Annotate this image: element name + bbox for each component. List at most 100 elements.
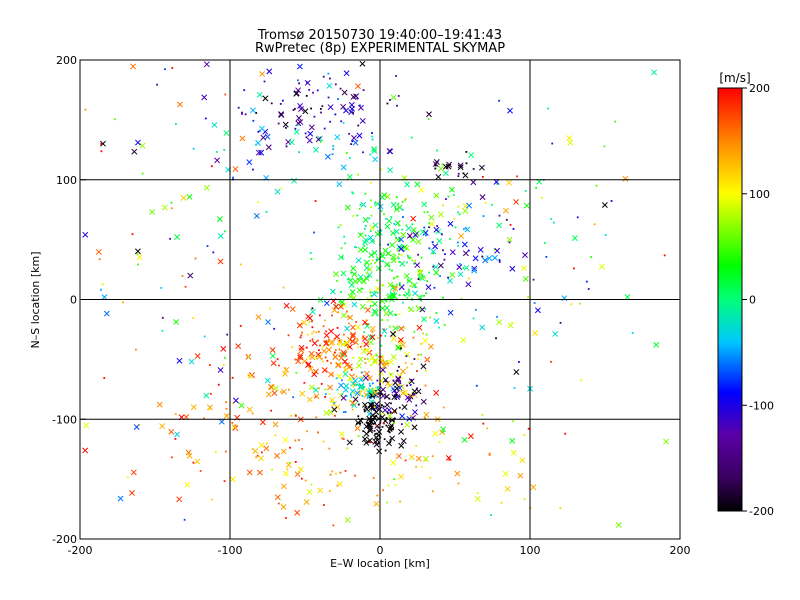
chart-title-line2: RwPretec (8p) EXPERIMENTAL SKYMAP	[255, 41, 505, 56]
data-point-dot	[524, 189, 527, 192]
data-point-dot	[413, 358, 416, 360]
data-point-cross	[385, 250, 392, 257]
data-point-dot	[277, 502, 280, 505]
data-point-cross	[274, 452, 281, 459]
data-point-cross	[369, 325, 376, 332]
data-point-cross	[264, 133, 271, 140]
data-point-cross	[486, 255, 493, 262]
data-point-dot	[348, 132, 351, 135]
data-point-dot	[263, 80, 266, 83]
data-point-cross	[367, 334, 374, 341]
data-point-cross	[361, 348, 368, 355]
data-point-cross	[329, 288, 336, 295]
data-point-cross	[156, 401, 163, 408]
data-point-dot	[435, 312, 438, 314]
data-point-dot	[421, 466, 423, 468]
data-point-cross	[350, 93, 357, 100]
data-point-cross	[374, 231, 381, 238]
data-point-cross	[403, 272, 410, 279]
data-point-dot	[474, 308, 477, 311]
data-point-dot	[395, 276, 398, 279]
data-point-dot	[351, 367, 354, 370]
data-point-dot	[210, 165, 213, 168]
data-point-cross	[307, 366, 314, 372]
data-point-dot	[410, 297, 413, 300]
data-point-dot	[333, 356, 336, 359]
data-point-dot	[486, 427, 488, 430]
data-point-dot	[380, 168, 383, 171]
data-point-cross	[534, 307, 541, 314]
data-point-cross	[265, 144, 272, 151]
data-point-dot	[439, 275, 441, 277]
x-axis-label: E–W location [km]	[330, 557, 430, 570]
data-point-dot	[361, 371, 364, 374]
data-point-cross	[323, 410, 330, 417]
data-point-cross	[82, 447, 89, 454]
data-point-cross	[356, 277, 363, 284]
data-point-cross	[297, 102, 304, 109]
data-point-dot	[392, 253, 395, 256]
data-point-cross	[601, 202, 608, 209]
data-point-dot	[382, 284, 384, 287]
data-point-dot	[508, 241, 511, 244]
data-point-cross	[437, 165, 444, 172]
data-point-dot	[421, 273, 423, 276]
data-point-dot	[414, 259, 417, 262]
data-point-dot	[384, 335, 387, 337]
data-point-dot	[335, 377, 338, 380]
data-point-dot	[424, 234, 427, 237]
data-point-dot	[552, 221, 555, 224]
data-point-dot	[384, 449, 387, 452]
data-point-cross	[255, 149, 262, 156]
data-point-dot	[339, 224, 342, 226]
data-point-cross	[307, 315, 313, 322]
data-point-dot	[396, 275, 399, 278]
data-point-cross	[352, 278, 359, 285]
data-point-dot	[352, 111, 354, 114]
data-point-cross	[478, 164, 485, 171]
data-point-cross	[412, 231, 419, 238]
data-point-dot	[322, 325, 325, 328]
data-point-dot	[404, 199, 406, 202]
data-point-dot	[402, 216, 404, 218]
data-point-dot	[232, 176, 234, 179]
data-point-cross	[256, 91, 263, 98]
data-point-cross	[433, 318, 440, 324]
data-point-cross	[299, 390, 306, 397]
colorbar-label: [m/s]	[719, 71, 750, 85]
data-point-dot	[420, 256, 423, 259]
data-point-dot	[308, 356, 311, 359]
data-point-dot	[380, 393, 383, 395]
data-point-cross	[103, 310, 110, 317]
data-point-cross	[333, 303, 340, 310]
data-point-dot	[290, 414, 292, 417]
data-point-dot	[379, 385, 382, 388]
data-point-dot	[360, 376, 363, 379]
data-point-dot	[498, 260, 501, 263]
data-point-cross	[278, 112, 285, 119]
data-point-cross	[186, 193, 193, 200]
data-point-dot	[161, 316, 164, 319]
data-point-cross	[325, 346, 332, 353]
data-point-dot	[385, 300, 388, 303]
data-point-dot	[297, 79, 299, 82]
data-point-dot	[84, 108, 87, 111]
data-point-cross	[412, 290, 418, 297]
data-point-dot	[285, 145, 288, 148]
data-point-dot	[395, 314, 397, 316]
data-point-cross	[289, 306, 296, 313]
data-point-cross	[355, 324, 361, 331]
data-point-cross	[203, 61, 210, 68]
data-point-cross	[313, 393, 320, 400]
data-point-dot	[321, 345, 324, 348]
data-point-dot	[331, 470, 334, 473]
data-point-dot	[338, 340, 341, 342]
data-point-dot	[428, 247, 431, 250]
data-point-cross	[477, 246, 484, 253]
data-point-dot	[212, 251, 215, 254]
data-point-dot	[370, 230, 372, 232]
data-point-cross	[468, 152, 475, 159]
data-point-dot	[270, 409, 273, 412]
data-point-dot	[247, 374, 250, 377]
data-point-cross	[258, 149, 265, 156]
